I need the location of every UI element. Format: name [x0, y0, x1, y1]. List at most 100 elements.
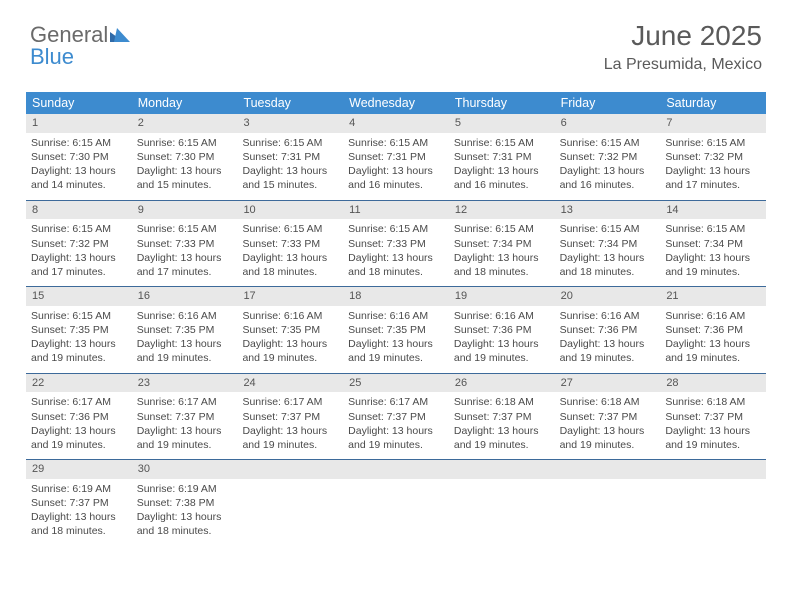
- daylight-text: and 18 minutes.: [560, 265, 656, 279]
- sunset-text: Sunset: 7:36 PM: [454, 323, 550, 337]
- daylight-text: Daylight: 13 hours: [31, 337, 127, 351]
- sunset-text: Sunset: 7:32 PM: [560, 150, 656, 164]
- day-number: 21: [660, 287, 766, 306]
- daylight-text: Daylight: 13 hours: [242, 337, 338, 351]
- day-body: Sunrise: 6:16 AMSunset: 7:35 PMDaylight:…: [237, 306, 343, 373]
- month-title: June 2025: [604, 20, 762, 52]
- day-header: Monday: [132, 92, 238, 114]
- daylight-text: and 14 minutes.: [31, 178, 127, 192]
- daylight-text: and 19 minutes.: [137, 438, 233, 452]
- sunset-text: Sunset: 7:34 PM: [665, 237, 761, 251]
- logo: General Blue: [30, 24, 130, 68]
- sunset-text: Sunset: 7:35 PM: [242, 323, 338, 337]
- sunrise-text: Sunrise: 6:16 AM: [137, 309, 233, 323]
- day-number: 15: [26, 287, 132, 306]
- sunset-text: Sunset: 7:35 PM: [31, 323, 127, 337]
- day-number: 29: [26, 460, 132, 479]
- sunset-text: Sunset: 7:33 PM: [137, 237, 233, 251]
- calendar-day-cell: 14Sunrise: 6:15 AMSunset: 7:34 PMDayligh…: [660, 201, 766, 287]
- sunset-text: Sunset: 7:36 PM: [560, 323, 656, 337]
- daylight-text: Daylight: 13 hours: [137, 251, 233, 265]
- daylight-text: Daylight: 13 hours: [31, 510, 127, 524]
- sunset-text: Sunset: 7:33 PM: [348, 237, 444, 251]
- day-number: 3: [237, 114, 343, 133]
- day-number: 27: [555, 374, 661, 393]
- sunrise-text: Sunrise: 6:16 AM: [348, 309, 444, 323]
- calendar-day-cell: 10Sunrise: 6:15 AMSunset: 7:33 PMDayligh…: [237, 201, 343, 287]
- day-number: 14: [660, 201, 766, 220]
- day-number: 18: [343, 287, 449, 306]
- sunset-text: Sunset: 7:30 PM: [31, 150, 127, 164]
- calendar-day-cell: 13Sunrise: 6:15 AMSunset: 7:34 PMDayligh…: [555, 201, 661, 287]
- day-number: 7: [660, 114, 766, 133]
- day-number: 30: [132, 460, 238, 479]
- day-number: 22: [26, 374, 132, 393]
- daylight-text: and 15 minutes.: [242, 178, 338, 192]
- day-number: 9: [132, 201, 238, 220]
- sunrise-text: Sunrise: 6:16 AM: [665, 309, 761, 323]
- calendar-day-cell: 30Sunrise: 6:19 AMSunset: 7:38 PMDayligh…: [132, 460, 238, 546]
- logo-triangle-icon: [110, 24, 130, 46]
- calendar-week-row: 22Sunrise: 6:17 AMSunset: 7:36 PMDayligh…: [26, 374, 766, 461]
- daylight-text: and 18 minutes.: [242, 265, 338, 279]
- daylight-text: and 19 minutes.: [31, 438, 127, 452]
- sunset-text: Sunset: 7:32 PM: [665, 150, 761, 164]
- day-number: 25: [343, 374, 449, 393]
- sunrise-text: Sunrise: 6:15 AM: [31, 136, 127, 150]
- day-number: 16: [132, 287, 238, 306]
- calendar-day-cell: 17Sunrise: 6:16 AMSunset: 7:35 PMDayligh…: [237, 287, 343, 373]
- day-body: Sunrise: 6:15 AMSunset: 7:31 PMDaylight:…: [237, 133, 343, 200]
- calendar-day-cell: 21Sunrise: 6:16 AMSunset: 7:36 PMDayligh…: [660, 287, 766, 373]
- sunset-text: Sunset: 7:37 PM: [242, 410, 338, 424]
- calendar-day-cell: .: [449, 460, 555, 546]
- day-body: Sunrise: 6:18 AMSunset: 7:37 PMDaylight:…: [660, 392, 766, 459]
- sunset-text: Sunset: 7:37 PM: [454, 410, 550, 424]
- sunrise-text: Sunrise: 6:15 AM: [348, 136, 444, 150]
- day-body: Sunrise: 6:17 AMSunset: 7:36 PMDaylight:…: [26, 392, 132, 459]
- calendar-day-cell: 3Sunrise: 6:15 AMSunset: 7:31 PMDaylight…: [237, 114, 343, 200]
- sunset-text: Sunset: 7:30 PM: [137, 150, 233, 164]
- sunrise-text: Sunrise: 6:17 AM: [31, 395, 127, 409]
- sunset-text: Sunset: 7:31 PM: [242, 150, 338, 164]
- calendar-day-cell: 22Sunrise: 6:17 AMSunset: 7:36 PMDayligh…: [26, 374, 132, 460]
- sunset-text: Sunset: 7:36 PM: [31, 410, 127, 424]
- sunset-text: Sunset: 7:38 PM: [137, 496, 233, 510]
- daylight-text: and 19 minutes.: [137, 351, 233, 365]
- calendar-day-cell: 27Sunrise: 6:18 AMSunset: 7:37 PMDayligh…: [555, 374, 661, 460]
- sunrise-text: Sunrise: 6:15 AM: [454, 222, 550, 236]
- day-body: Sunrise: 6:19 AMSunset: 7:38 PMDaylight:…: [132, 479, 238, 546]
- calendar-day-cell: 15Sunrise: 6:15 AMSunset: 7:35 PMDayligh…: [26, 287, 132, 373]
- daylight-text: Daylight: 13 hours: [242, 251, 338, 265]
- day-header: Saturday: [660, 92, 766, 114]
- day-header: Thursday: [449, 92, 555, 114]
- day-body: Sunrise: 6:18 AMSunset: 7:37 PMDaylight:…: [449, 392, 555, 459]
- day-number: 26: [449, 374, 555, 393]
- calendar-day-cell: 19Sunrise: 6:16 AMSunset: 7:36 PMDayligh…: [449, 287, 555, 373]
- day-number: 20: [555, 287, 661, 306]
- location-subtitle: La Presumida, Mexico: [604, 56, 762, 74]
- daylight-text: Daylight: 13 hours: [560, 251, 656, 265]
- calendar-day-cell: 26Sunrise: 6:18 AMSunset: 7:37 PMDayligh…: [449, 374, 555, 460]
- calendar-week-row: 29Sunrise: 6:19 AMSunset: 7:37 PMDayligh…: [26, 460, 766, 546]
- daylight-text: and 18 minutes.: [454, 265, 550, 279]
- day-number: 2: [132, 114, 238, 133]
- daylight-text: and 18 minutes.: [31, 524, 127, 538]
- day-body: Sunrise: 6:15 AMSunset: 7:34 PMDaylight:…: [555, 219, 661, 286]
- calendar-day-cell: 4Sunrise: 6:15 AMSunset: 7:31 PMDaylight…: [343, 114, 449, 200]
- sunrise-text: Sunrise: 6:15 AM: [242, 136, 338, 150]
- sunset-text: Sunset: 7:37 PM: [137, 410, 233, 424]
- day-number: 8: [26, 201, 132, 220]
- calendar-day-cell: 20Sunrise: 6:16 AMSunset: 7:36 PMDayligh…: [555, 287, 661, 373]
- day-body: Sunrise: 6:18 AMSunset: 7:37 PMDaylight:…: [555, 392, 661, 459]
- day-body: Sunrise: 6:15 AMSunset: 7:33 PMDaylight:…: [343, 219, 449, 286]
- calendar-day-cell: 9Sunrise: 6:15 AMSunset: 7:33 PMDaylight…: [132, 201, 238, 287]
- day-body: Sunrise: 6:15 AMSunset: 7:32 PMDaylight:…: [555, 133, 661, 200]
- sunset-text: Sunset: 7:37 PM: [560, 410, 656, 424]
- daylight-text: and 18 minutes.: [137, 524, 233, 538]
- calendar-week-row: 1Sunrise: 6:15 AMSunset: 7:30 PMDaylight…: [26, 114, 766, 201]
- day-number: 19: [449, 287, 555, 306]
- calendar-day-cell: .: [660, 460, 766, 546]
- daylight-text: Daylight: 13 hours: [31, 424, 127, 438]
- day-number: 4: [343, 114, 449, 133]
- day-number: .: [555, 460, 661, 479]
